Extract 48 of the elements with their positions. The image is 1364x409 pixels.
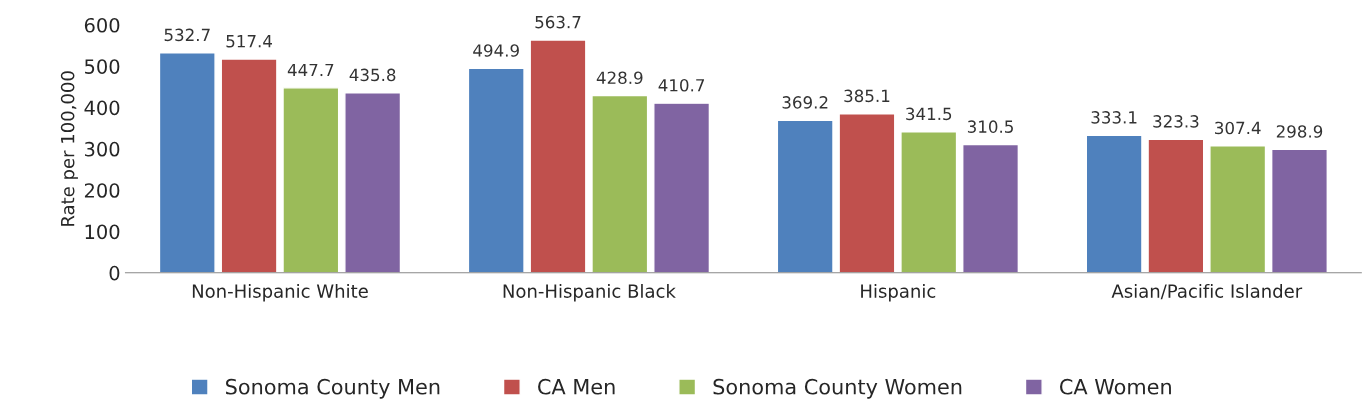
bar [1147,138,1205,273]
bar [1270,148,1328,273]
data-label: 310.5 [967,120,1013,133]
bar [591,94,649,273]
bar [344,92,402,273]
bar [467,67,525,273]
data-label: 369.2 [782,96,828,109]
y-tick-label: 300 [84,141,120,157]
legend-label: CA Women [1060,378,1171,395]
y-tick-label: 200 [84,183,120,198]
bar [900,131,958,273]
data-label: 333.1 [1091,111,1137,124]
data-label: 341.5 [906,107,952,121]
legend-label: Sonoma County Women [713,378,962,399]
data-label: 563.7 [535,15,581,29]
y-tick-label: 600 [84,17,120,33]
x-tick-label: Non-Hispanic White [192,283,368,302]
data-label: 494.9 [473,44,519,57]
bar [1209,145,1267,273]
data-label: 447.7 [287,63,334,77]
y-axis-title: Rate per 100,000 [60,71,78,226]
data-label: 435.8 [349,68,396,82]
x-tick-label: Non-Hispanic Black [503,283,676,302]
bar [529,39,587,273]
data-label: 298.9 [1276,125,1323,138]
x-tick-label: Asian/Pacific Islander [1111,283,1303,300]
bar [962,143,1020,273]
y-tick-label: 100 [85,224,120,240]
y-tick-label: 400 [84,100,120,116]
bar [282,87,340,273]
bar [1085,134,1143,273]
bar [776,119,834,273]
x-tick-label: Hispanic [861,283,936,302]
data-label: 323.3 [1153,115,1199,128]
bar [158,52,216,273]
y-tick-label: 500 [85,59,120,74]
data-label: 517.4 [226,35,272,48]
data-label: 410.7 [658,78,705,92]
data-label: 428.9 [596,71,643,85]
data-label: 307.4 [1215,121,1261,135]
bar [220,58,278,273]
legend-label: CA Men [538,378,615,395]
bar [653,102,711,273]
legend-label: Sonoma County Men [226,378,440,399]
y-tick-label: 0 [109,265,120,281]
bar [838,113,896,273]
data-label: 532.7 [164,28,210,42]
data-label: 385.1 [844,89,890,103]
